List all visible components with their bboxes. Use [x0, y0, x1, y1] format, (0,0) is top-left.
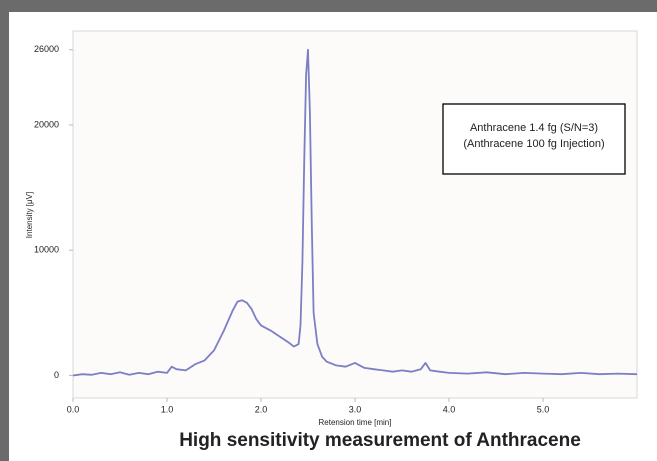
y-tick-label: 20000: [34, 119, 59, 129]
trace: [72, 48, 638, 377]
x-tick-label: 4.0: [443, 404, 456, 414]
x-tick-label: 1.0: [161, 404, 174, 414]
annotation: Anthracene 1.4 fg (S/N=3): [470, 122, 598, 134]
x-axis-label: Retension time [min]: [319, 418, 392, 427]
annotation: (Anthracene 100 fg Injection): [463, 138, 604, 150]
y-tick-label: 10000: [34, 245, 59, 255]
y-axis-label: Intensity [μV]: [25, 192, 34, 238]
x-tick-label: 0.0: [67, 404, 80, 414]
x-tick-label: 2.0: [255, 404, 268, 414]
x-tick-label: 5.0: [537, 404, 550, 414]
y-tick-label: 26000: [34, 44, 59, 54]
plot-area: [72, 30, 638, 399]
y-tick-label: 0: [54, 370, 59, 380]
annotation-box: [442, 103, 626, 175]
chart-title: High sensitivity measurement of Anthrace…: [179, 430, 581, 451]
x-tick-label: 3.0: [349, 404, 362, 414]
